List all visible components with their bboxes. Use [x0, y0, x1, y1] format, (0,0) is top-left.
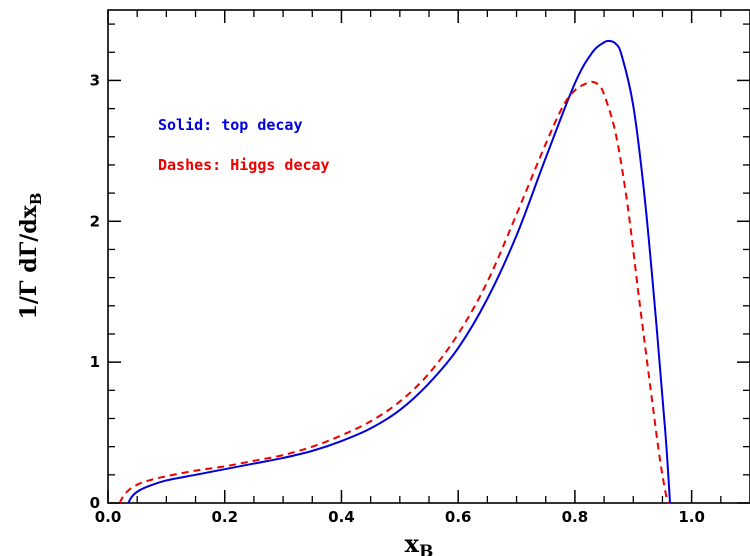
y-axis-title: 1/Γ dΓ/dxB	[16, 193, 45, 320]
x-tick-label: 0.4	[328, 508, 355, 526]
axis-ticks	[107, 10, 750, 504]
x-tick-label: 1.0	[678, 508, 705, 526]
annotation-dashes: Dashes: Higgs decay	[158, 156, 330, 174]
x-axis-title-sub: B	[419, 542, 433, 556]
series-solid-line	[127, 39, 672, 504]
y-tick-label: 2	[90, 212, 100, 230]
y-tick-label: 0	[90, 494, 100, 512]
series-layer	[118, 39, 672, 504]
x-tick-label: 0.6	[445, 508, 472, 526]
y-axis-title-sub: B	[27, 193, 45, 206]
x-axis-title: xB	[405, 529, 434, 556]
series-dashed-line	[118, 80, 670, 504]
annotation-solid: Solid: top decay	[158, 116, 303, 134]
x-tick-label: 0.8	[562, 508, 589, 526]
y-axis-title-main: 1/Γ dΓ/dx	[16, 204, 42, 319]
tick-labels: 0.0 0.2 0.4 0.6 0.8 1.0 0 1 2 3	[90, 71, 705, 526]
x-tick-label: 0.0	[95, 508, 122, 526]
x-axis-title-main: x	[405, 529, 420, 556]
y-tick-label: 1	[90, 353, 100, 371]
y-tick-label: 3	[90, 71, 100, 89]
plot-frame	[107, 9, 750, 504]
x-tick-label: 0.2	[211, 508, 238, 526]
y-axis-title-group: 1/Γ dΓ/dxB	[16, 193, 45, 320]
